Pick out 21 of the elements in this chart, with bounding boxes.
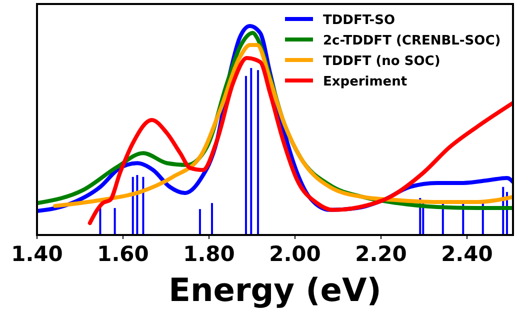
bar (211, 203, 214, 235)
legend-label: TDDFT (no SOC) (323, 54, 440, 69)
bar (142, 176, 144, 235)
bar (257, 70, 260, 235)
bar (250, 68, 252, 235)
bar (132, 176, 134, 235)
legend-label: 2c-TDDFT (CRENBL-SOC) (323, 34, 501, 48)
x-tick-label: 1.80 (183, 242, 235, 266)
bar (136, 175, 138, 235)
legend-label: TDDFT-SO (323, 13, 396, 28)
bar (99, 208, 102, 235)
legend-label: Experiment (323, 74, 408, 90)
bar (244, 76, 247, 235)
x-tick-label: 1.60 (97, 242, 149, 266)
bar (198, 209, 201, 235)
x-tick-label: 2.20 (355, 242, 407, 266)
x-tick-label: 2.00 (269, 242, 321, 266)
x-tick-label: 2.40 (441, 242, 493, 266)
bar (114, 208, 116, 235)
x-tick-label: 1.40 (11, 242, 63, 266)
x-axis-title: Energy (eV) (168, 271, 382, 309)
